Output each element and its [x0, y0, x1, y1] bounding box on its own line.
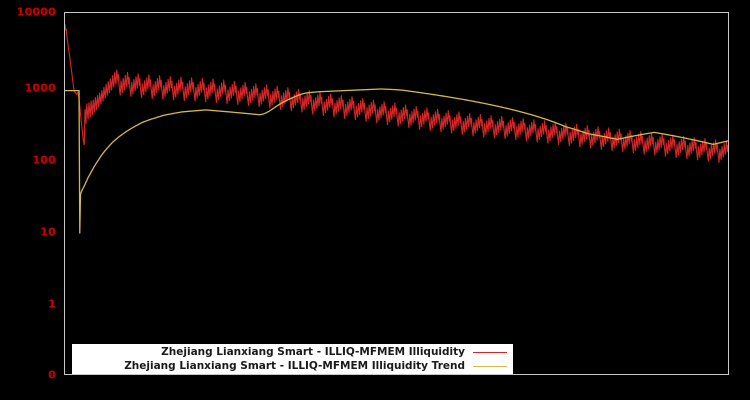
series-line-illiquidity	[65, 24, 728, 162]
legend-label-illiquidity-trend: Zhejiang Lianxiang Smart - ILLIQ-MFMEM I…	[124, 359, 465, 372]
y-tick-label-1000: 1000	[24, 81, 56, 95]
legend-entry-illiquidity-trend: Zhejiang Lianxiang Smart - ILLIQ-MFMEM I…	[72, 359, 507, 373]
legend-swatch-illiquidity-trend	[473, 365, 507, 367]
legend-entry-illiquidity: Zhejiang Lianxiang Smart - ILLIQ-MFMEM I…	[72, 345, 507, 359]
series-canvas	[65, 13, 728, 374]
series-line-illiquidity-trend	[65, 89, 728, 233]
y-tick-label-0: 0	[48, 368, 56, 382]
legend-swatch-illiquidity	[473, 351, 507, 353]
y-axis: 10000 1000 100 10 1 0	[0, 0, 64, 400]
y-tick-label-100: 100	[32, 153, 56, 167]
plot-area: Zhejiang Lianxiang Smart - ILLIQ-MFMEM I…	[64, 12, 729, 375]
y-tick-label-1: 1	[48, 297, 56, 311]
y-tick-label-10: 10	[40, 225, 56, 239]
legend-label-illiquidity: Zhejiang Lianxiang Smart - ILLIQ-MFMEM I…	[161, 345, 465, 358]
y-tick-label-10000: 10000	[16, 5, 56, 19]
chart-legend: Zhejiang Lianxiang Smart - ILLIQ-MFMEM I…	[72, 344, 513, 374]
